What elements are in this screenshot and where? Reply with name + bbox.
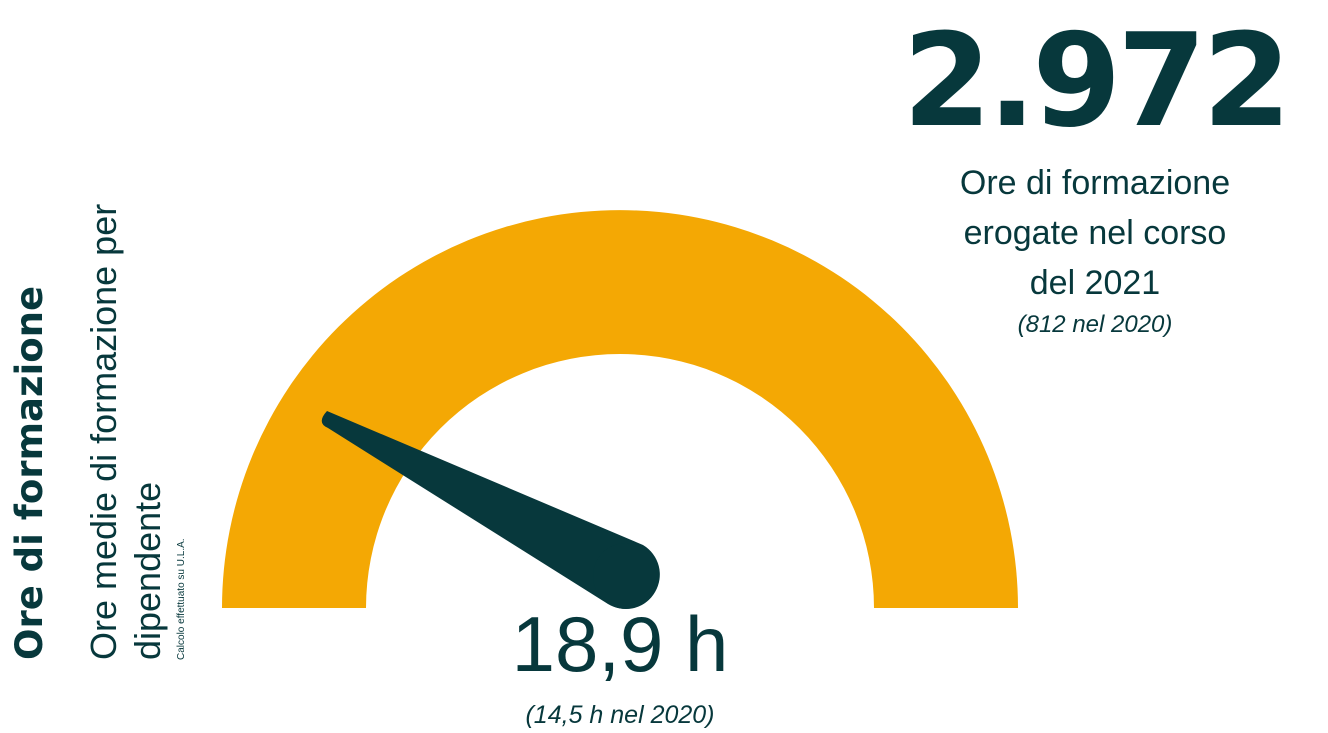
desc-line-2: erogate nel corso <box>963 214 1227 252</box>
total-hours-previous: (812 nel 2020) <box>1017 311 1173 338</box>
desc-line-1: Ore di formazione <box>959 164 1231 202</box>
total-hours-number: 2.972 <box>902 7 1292 156</box>
total-hours-description: Ore di formazione erogate nel corso del … <box>880 158 1310 308</box>
total-hours-stat: 2.972 Ore di formazione erogate nel cors… <box>880 12 1310 342</box>
gauge-needle-hub <box>593 543 659 609</box>
gauge-needle <box>321 411 660 609</box>
gauge-previous-value: (14,5 h nel 2020) <box>525 701 715 729</box>
gauge-value: 18,9 h <box>511 600 729 688</box>
desc-line-3: del 2021 <box>1029 264 1161 302</box>
gauge-arc <box>222 210 1018 609</box>
